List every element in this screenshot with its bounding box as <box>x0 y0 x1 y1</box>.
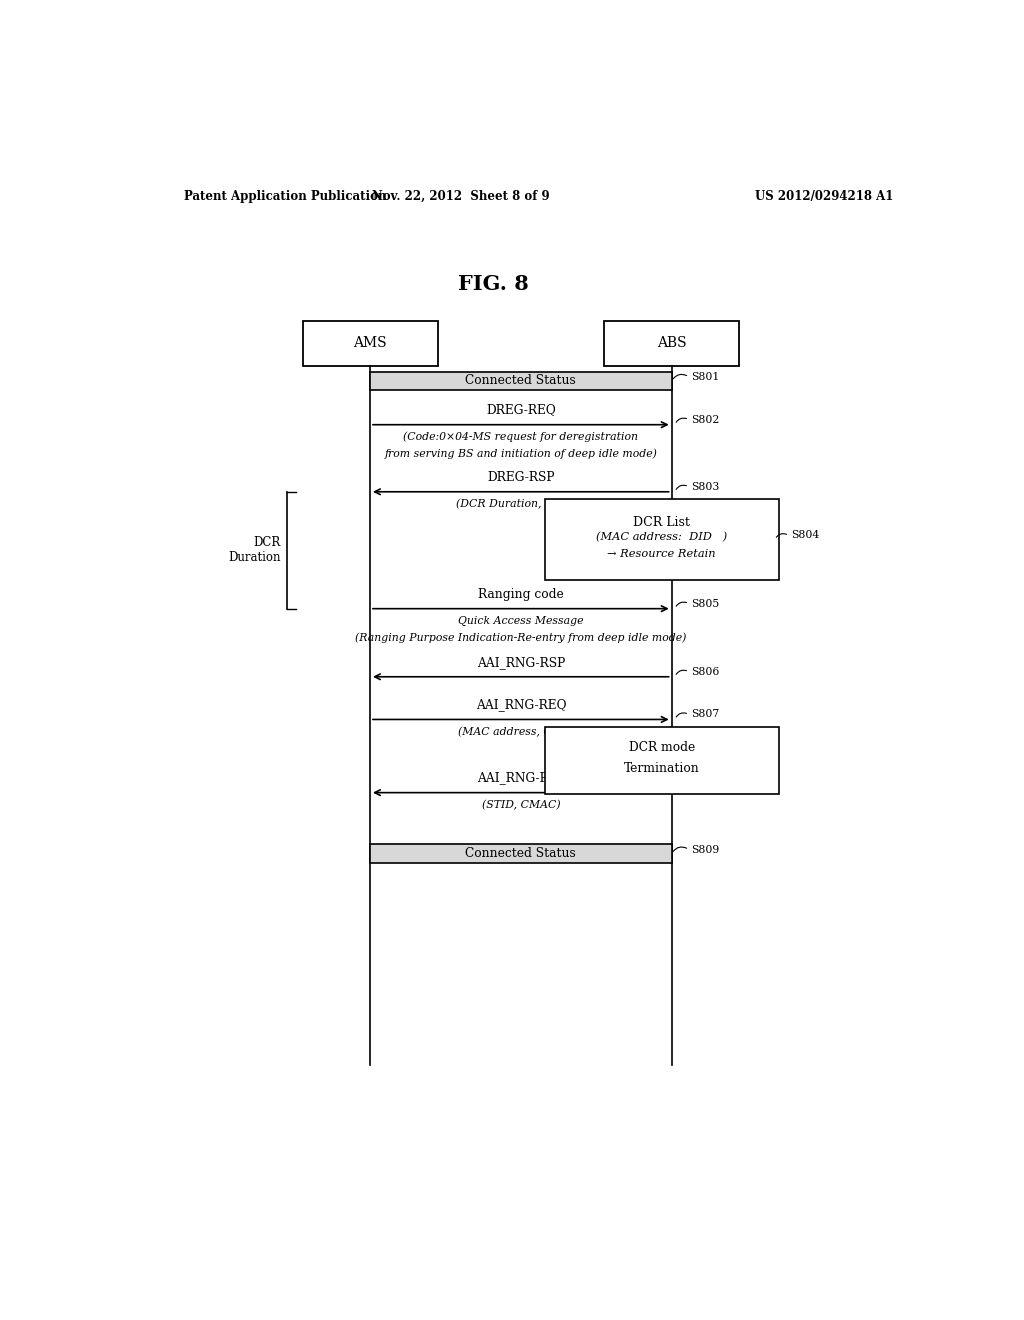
Text: AMS: AMS <box>353 337 387 350</box>
Text: DCR mode: DCR mode <box>629 742 695 755</box>
Text: from serving BS and initiation of deep idle mode): from serving BS and initiation of deep i… <box>384 447 657 458</box>
Text: DCR
Duration: DCR Duration <box>228 536 281 564</box>
Text: S801: S801 <box>690 372 719 381</box>
Text: US 2012/0294218 A1: US 2012/0294218 A1 <box>755 190 893 202</box>
Text: S809: S809 <box>690 845 719 854</box>
Text: ABS: ABS <box>656 337 686 350</box>
Text: S802: S802 <box>690 414 719 425</box>
Text: S803: S803 <box>690 482 719 491</box>
FancyBboxPatch shape <box>370 372 672 391</box>
Text: AAI_RNG-REQ: AAI_RNG-REQ <box>475 698 566 711</box>
Text: Nov. 22, 2012  Sheet 8 of 9: Nov. 22, 2012 Sheet 8 of 9 <box>373 190 550 202</box>
FancyBboxPatch shape <box>370 845 672 863</box>
Text: AAI_RNG-RSP: AAI_RNG-RSP <box>477 771 565 784</box>
Text: (Ranging Purpose Indication-Re-entry from deep idle mode): (Ranging Purpose Indication-Re-entry fro… <box>355 632 686 643</box>
Text: Connected Status: Connected Status <box>466 847 577 861</box>
FancyBboxPatch shape <box>604 321 739 366</box>
Text: (DCR Duration,  DID   ): (DCR Duration, DID ) <box>457 499 586 510</box>
Text: DREG-REQ: DREG-REQ <box>486 404 556 417</box>
Text: DCR List: DCR List <box>633 516 690 529</box>
Text: AAI_RNG-RSP: AAI_RNG-RSP <box>477 656 565 669</box>
Text: Connected Status: Connected Status <box>466 375 577 388</box>
FancyBboxPatch shape <box>545 726 779 793</box>
Text: S806: S806 <box>690 667 719 677</box>
Text: → Resource Retain: → Resource Retain <box>607 549 716 558</box>
Text: DREG-RSP: DREG-RSP <box>487 471 555 483</box>
FancyBboxPatch shape <box>545 499 779 581</box>
Text: (MAC address, CMAC): (MAC address, CMAC) <box>458 726 584 737</box>
Text: FIG. 8: FIG. 8 <box>458 275 528 294</box>
Text: Ranging code: Ranging code <box>478 587 563 601</box>
Text: S804: S804 <box>791 531 819 540</box>
Text: S807: S807 <box>690 709 719 719</box>
Text: (MAC address:  DID   ): (MAC address: DID ) <box>596 532 727 543</box>
Text: S808: S808 <box>690 783 719 792</box>
Text: Quick Access Message: Quick Access Message <box>458 615 584 626</box>
Text: (STID, CMAC): (STID, CMAC) <box>481 800 560 810</box>
FancyBboxPatch shape <box>303 321 437 366</box>
Text: Patent Application Publication: Patent Application Publication <box>183 190 386 202</box>
Text: Termination: Termination <box>624 762 699 775</box>
Text: (Code:0×04-MS request for deregistration: (Code:0×04-MS request for deregistration <box>403 432 638 442</box>
Text: S805: S805 <box>690 598 719 609</box>
